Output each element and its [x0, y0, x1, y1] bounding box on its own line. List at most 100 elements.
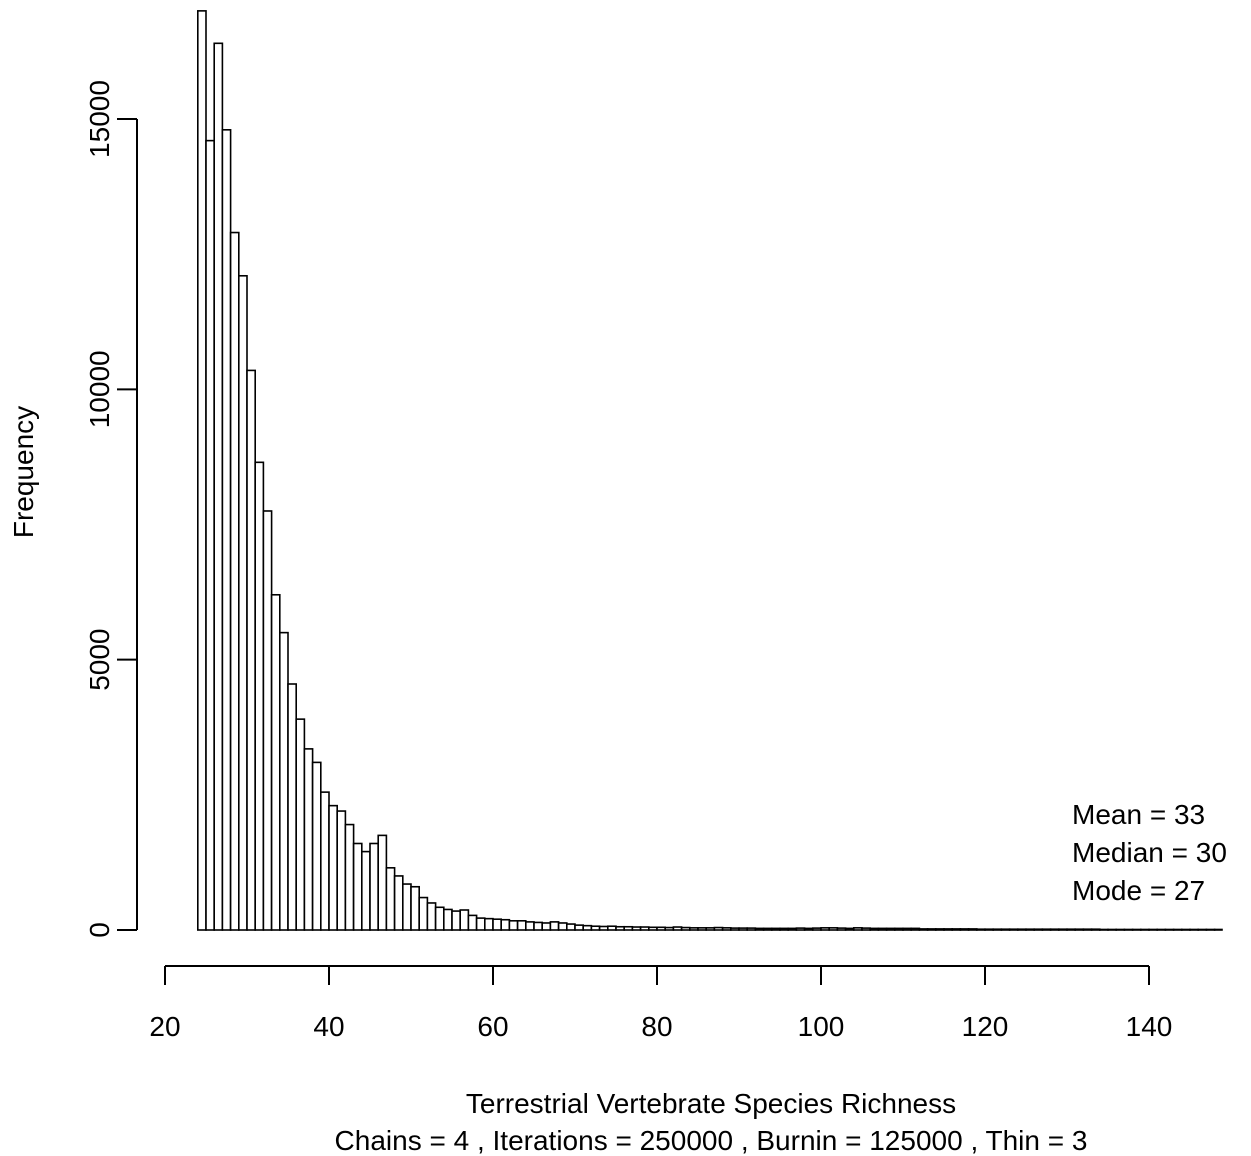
histogram-bar: [787, 927, 798, 931]
histogram-bar: [721, 927, 732, 931]
histogram-bar: [762, 927, 773, 931]
histogram-bar: [1148, 928, 1158, 931]
histogram-bar: [738, 927, 748, 931]
median-annotation: Median = 30: [1072, 837, 1227, 868]
histogram-bar: [656, 926, 666, 931]
histogram-bar: [1107, 928, 1117, 931]
histogram-bar: [393, 875, 404, 931]
histogram-bar: [705, 927, 716, 931]
histogram-bar: [1164, 928, 1175, 931]
histogram-bar: [508, 920, 519, 931]
histogram-bar: [426, 902, 437, 931]
y-ticks: 0 5000 10000 15000: [84, 80, 137, 938]
x-ticks: 20 40 60 80 100 120 140: [149, 966, 1172, 1042]
histogram-bar: [820, 927, 830, 931]
histogram-bar: [926, 928, 937, 931]
histogram-bar: [1025, 928, 1035, 931]
histogram-bar: [328, 804, 338, 931]
histogram-bar: [295, 718, 306, 931]
histogram-bar: [213, 42, 224, 931]
histogram-bar: [459, 909, 470, 931]
histogram-bar: [672, 926, 683, 931]
histogram-bar: [524, 921, 535, 931]
histogram-bar: [1131, 928, 1142, 931]
x-tick-label: 20: [149, 1011, 180, 1042]
histogram-bar: [1115, 928, 1126, 931]
histogram-bar: [319, 791, 330, 931]
histogram-bar: [779, 927, 789, 931]
x-axis-label: Terrestrial Vertebrate Species Richness: [466, 1088, 956, 1119]
histogram-bar: [1074, 928, 1085, 931]
histogram-bar: [844, 927, 855, 931]
histogram-bar: [729, 927, 740, 931]
histogram-bar: [1197, 928, 1208, 931]
histogram-bar: [541, 922, 552, 931]
histogram-bar: [910, 927, 921, 931]
histogram-bar: [852, 927, 863, 931]
histogram-bar: [475, 917, 486, 931]
histogram-bar: [902, 927, 912, 931]
histogram-bar: [861, 927, 871, 931]
histogram-bar: [598, 925, 609, 931]
histogram-bar: [992, 928, 1003, 931]
histogram-bar: [959, 928, 970, 931]
histogram-bar: [631, 926, 642, 931]
histogram-bar: [205, 139, 215, 931]
mean-annotation: Mean = 33: [1072, 799, 1205, 830]
histogram-bar: [565, 923, 576, 931]
histogram-bar: [934, 928, 945, 931]
histogram-bar: [869, 927, 880, 931]
histogram-bar: [1156, 928, 1167, 931]
histogram-bar: [303, 748, 314, 931]
histogram-bar: [434, 906, 445, 931]
histogram-bar: [1205, 928, 1216, 931]
histogram-bar: [442, 908, 453, 931]
histogram-bar: [877, 927, 888, 931]
histogram-bar: [1099, 928, 1109, 931]
histogram-bar: [574, 924, 584, 931]
histogram-bar: [803, 927, 814, 931]
histogram-bar: [836, 927, 847, 931]
histogram-bar: [828, 927, 839, 931]
histogram-bar: [451, 910, 461, 931]
histogram-bar: [385, 867, 396, 931]
histogram-bar: [369, 842, 379, 931]
histogram-bar: [246, 369, 256, 931]
histogram-bar: [664, 926, 675, 931]
histogram-bar: [238, 274, 248, 931]
y-tick-label: 10000: [84, 350, 115, 428]
histogram-bar: [270, 593, 281, 931]
histogram-bar: [1016, 928, 1027, 931]
histogram-bar: [401, 883, 412, 931]
histogram-bar: [893, 927, 904, 931]
x-axis: 20 40 60 80 100 120 140: [149, 965, 1172, 1042]
histogram-bar: [918, 928, 929, 931]
histogram-bar: [278, 631, 289, 931]
histogram-bar: [344, 823, 355, 931]
histogram-bar: [516, 920, 527, 931]
y-axis: 0 5000 10000 15000: [84, 80, 138, 938]
histogram-bar: [1082, 928, 1093, 931]
histogram-bar: [590, 925, 601, 931]
y-tick-label: 15000: [84, 80, 115, 158]
histogram-bar: [311, 761, 322, 931]
histogram-bar: [1033, 928, 1044, 931]
histogram-bar: [549, 921, 560, 931]
y-axis-label: Frequency: [8, 406, 39, 538]
histogram-bar: [943, 928, 953, 931]
x-tick-label: 140: [1126, 1011, 1173, 1042]
histogram-bar: [1172, 928, 1183, 931]
x-tick-label: 100: [798, 1011, 845, 1042]
histogram-bar: [557, 922, 568, 931]
stats-annotations: Mean = 33 Median = 30 Mode = 27: [1072, 799, 1227, 906]
histogram-bar: [984, 928, 994, 931]
histogram-bar: [746, 927, 757, 931]
histogram-bar: [410, 885, 420, 931]
mode-annotation: Mode = 27: [1072, 875, 1205, 906]
histogram-bar: [1090, 928, 1101, 931]
histogram-bar: [500, 918, 511, 931]
histogram-bar: [1049, 928, 1060, 931]
x-tick-label: 60: [477, 1011, 508, 1042]
histogram-bar: [467, 914, 478, 931]
